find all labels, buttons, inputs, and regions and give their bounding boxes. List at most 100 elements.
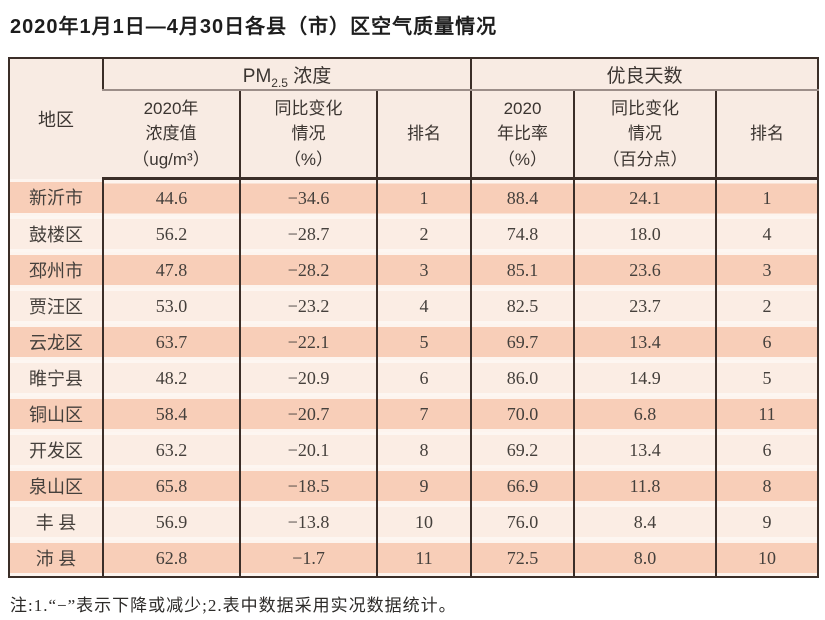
pm-change-cell: −20.9 [239,360,377,396]
pm-rank-cell: 11 [376,540,471,577]
table-body: 新沂市 44.6 −34.6 1 88.4 24.1 1 鼓楼区 56.2 −2… [9,178,819,577]
air-quality-table: 地区 PM2.5 浓度 优良天数 2020年 浓度值 （ug/m³） 同比变化 … [8,57,820,578]
region-cell: 沛 县 [9,540,103,577]
days-rank-cell: 9 [714,504,819,540]
days-rank-cell: 5 [714,360,819,396]
pm-value-cell: 47.8 [102,252,240,288]
pm-rank-cell: 9 [376,468,471,504]
days-rate-cell: 88.4 [470,178,574,216]
days-rate-cell: 82.5 [470,288,574,324]
pm-rank-cell: 1 [376,178,471,216]
days-rate-cell: 69.2 [470,432,574,468]
col-header-days-2020-rate: 2020 年比率 （%） [470,90,574,180]
days-rate-cell: 85.1 [470,252,574,288]
col-header-pm-rank: 排名 [376,90,471,180]
pm-change-cell: −34.6 [239,178,377,216]
table-row: 铜山区 58.4 −20.7 7 70.0 6.8 11 [9,396,819,432]
days-rate-cell: 70.0 [470,396,574,432]
pm-rank-cell: 7 [376,396,471,432]
days-change-cell: 6.8 [573,396,716,432]
pm-value-cell: 44.6 [102,178,240,216]
region-cell: 云龙区 [9,324,103,360]
days-change-cell: 24.1 [573,178,716,216]
pm-rank-cell: 5 [376,324,471,360]
sub-header-row: 2020年 浓度值 （ug/m³） 同比变化 情况 （%） 排名 2020 年比… [9,90,819,180]
good-days-group-header: 优良天数 [469,58,819,91]
pm-change-cell: −13.8 [239,504,377,540]
days-rate-cell: 66.9 [470,468,574,504]
days-rank-cell: 2 [714,288,819,324]
days-rate-cell: 86.0 [470,360,574,396]
pm-change-cell: −1.7 [239,540,377,577]
pm-value-cell: 56.2 [102,216,240,252]
table-header: 地区 PM2.5 浓度 优良天数 2020年 浓度值 （ug/m³） 同比变化 … [9,58,819,180]
days-rank-cell: 4 [714,216,819,252]
table-row: 新沂市 44.6 −34.6 1 88.4 24.1 1 [9,178,819,216]
days-rate-cell: 69.7 [470,324,574,360]
pm25-group-header: PM2.5 浓度 [102,58,471,91]
days-change-cell: 18.0 [573,216,716,252]
table-row: 开发区 63.2 −20.1 8 69.2 13.4 6 [9,432,819,468]
table-row: 邳州市 47.8 −28.2 3 85.1 23.6 3 [9,252,819,288]
pm25-label-subscript: 2.5 [271,75,288,90]
pm-change-cell: −18.5 [239,468,377,504]
days-change-cell: 11.8 [573,468,716,504]
pm-value-cell: 48.2 [102,360,240,396]
days-change-cell: 8.0 [573,540,716,577]
pm-rank-cell: 3 [376,252,471,288]
table-row: 贾汪区 53.0 −23.2 4 82.5 23.7 2 [9,288,819,324]
col-header-pm-yoy-change: 同比变化 情况 （%） [239,90,377,180]
col-header-pm-2020-value: 2020年 浓度值 （ug/m³） [103,90,240,180]
pm25-label-suffix: 浓度 [287,65,332,87]
days-rank-cell: 6 [714,324,819,360]
days-rank-cell: 3 [714,252,819,288]
pm-value-cell: 63.2 [102,432,240,468]
group-header-row: 地区 PM2.5 浓度 优良天数 [9,58,819,179]
pm-change-cell: −23.2 [239,288,377,324]
days-rank-cell: 10 [714,540,819,577]
days-change-cell: 23.7 [573,288,716,324]
pm-rank-cell: 8 [376,432,471,468]
pm-rank-cell: 2 [376,216,471,252]
days-change-cell: 23.6 [573,252,716,288]
table-row: 云龙区 63.7 −22.1 5 69.7 13.4 6 [9,324,819,360]
pm-rank-cell: 10 [376,504,471,540]
days-change-cell: 8.4 [573,504,716,540]
days-rate-cell: 72.5 [470,540,574,577]
region-cell: 泉山区 [9,468,103,504]
table-row: 丰 县 56.9 −13.8 10 76.0 8.4 9 [9,504,819,540]
pm-change-cell: −20.7 [239,396,377,432]
page-title: 2020年1月1日—4月30日各县（市）区空气质量情况 [10,16,498,38]
col-header-days-rank: 排名 [714,90,819,180]
pm25-label-prefix: PM [242,65,272,87]
days-change-cell: 14.9 [573,360,716,396]
region-column-header: 地区 [9,58,103,179]
days-change-cell: 13.4 [573,432,716,468]
days-rank-cell: 6 [714,432,819,468]
days-rank-cell: 11 [714,396,819,432]
days-rank-cell: 1 [714,178,819,216]
pm-value-cell: 58.4 [102,396,240,432]
table-row: 睢宁县 48.2 −20.9 6 86.0 14.9 5 [9,360,819,396]
region-cell: 开发区 [9,432,103,468]
pm-value-cell: 62.8 [102,540,240,577]
region-cell: 贾汪区 [9,288,103,324]
region-cell: 铜山区 [9,396,103,432]
pm-value-cell: 63.7 [102,324,240,360]
pm-change-cell: −28.2 [239,252,377,288]
region-cell: 丰 县 [9,504,103,540]
footnote: 注:1.“−”表示下降或减少;2.表中数据采用实况数据统计。 [10,596,457,615]
days-rank-cell: 8 [714,468,819,504]
table-row: 泉山区 65.8 −18.5 9 66.9 11.8 8 [9,468,819,504]
days-rate-cell: 76.0 [470,504,574,540]
col-header-days-yoy-change: 同比变化 情况 （百分点） [573,90,716,180]
region-cell: 邳州市 [9,252,103,288]
pm-change-cell: −20.1 [239,432,377,468]
days-change-cell: 13.4 [573,324,716,360]
pm-value-cell: 65.8 [102,468,240,504]
pm-value-cell: 56.9 [102,504,240,540]
pm-change-cell: −22.1 [239,324,377,360]
table-row: 鼓楼区 56.2 −28.7 2 74.8 18.0 4 [9,216,819,252]
pm-rank-cell: 6 [376,360,471,396]
